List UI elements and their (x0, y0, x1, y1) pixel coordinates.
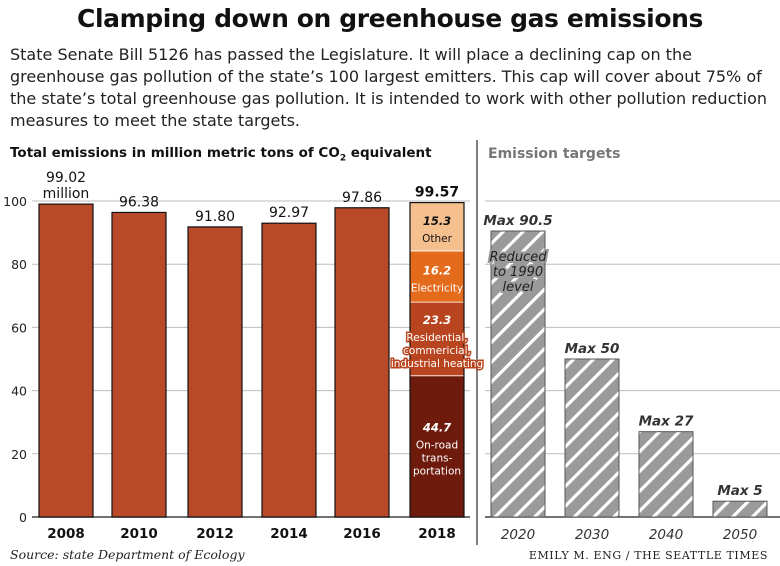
y-tick-label: 40 (11, 384, 27, 399)
stack-value-electricity: 16.2 (423, 264, 451, 278)
target-bar-2050 (712, 500, 768, 518)
target-annotation: to 1990 (493, 265, 543, 280)
stack-label-transportation: On-road (416, 439, 458, 451)
value-label-2012: 91.80 (195, 209, 235, 225)
x-tick-label-2010: 2010 (120, 526, 158, 542)
value-label-2014: 92.97 (269, 205, 309, 221)
x-tick-label-2008: 2008 (47, 526, 85, 542)
right-panel-title: Emission targets (488, 146, 621, 162)
target-label-2050: Max 5 (717, 483, 762, 499)
value-label-2016: 97.86 (342, 190, 382, 206)
y-tick-label: 0 (19, 510, 27, 525)
emissions-bar-2010 (111, 211, 167, 518)
stack-value-heating: 23.3 (423, 313, 451, 327)
stack-value-transportation: 44.7 (422, 420, 451, 434)
x-tick-label-2012: 2012 (196, 526, 234, 542)
emissions-bar-2008 (38, 203, 94, 518)
x-tick-label-2016: 2016 (343, 526, 381, 542)
stack-label-transportation: portation (413, 465, 461, 477)
left-panel-title: Total emissions in million metric tons o… (10, 145, 432, 164)
target-annotation: Reduced (490, 250, 548, 265)
target-label-2020: Max 90.5 (483, 213, 552, 229)
chart-title: Clamping down on greenhouse gas emission… (77, 4, 703, 33)
stack-label-other: Other (422, 233, 452, 245)
y-tick-label: 80 (11, 257, 27, 272)
stack-value-other: 15.3 (423, 214, 451, 228)
x-tick-label-2050: 2050 (723, 527, 757, 543)
credit-note: EMILY M. ENG / THE SEATTLE TIMES (528, 549, 768, 562)
left-title-subscript: 2 (339, 153, 347, 164)
target-bar-2030 (564, 358, 620, 518)
target-bar-2020 (490, 230, 546, 518)
value-unit-label: million (43, 186, 90, 202)
target-bar-2040 (638, 431, 694, 518)
source-note: Source: state Department of Ecology (10, 547, 245, 562)
stack-label-transportation: trans- (422, 452, 453, 464)
value-label-2018: 99.57 (415, 184, 459, 200)
emissions-bar-2014 (261, 222, 317, 518)
emissions-bar-2012 (187, 226, 243, 518)
target-label-2030: Max 50 (565, 341, 620, 357)
stack-label-heating: commericial, (403, 345, 471, 357)
stack-label-heating: Residential, (406, 332, 467, 344)
x-tick-label-2020: 2020 (501, 527, 535, 543)
value-label-2008: 99.02 (46, 170, 86, 186)
y-tick-label: 100 (3, 194, 27, 209)
stack-label-electricity: Electricity (411, 283, 463, 295)
emissions-bar-2016 (334, 207, 390, 518)
x-tick-label-2040: 2040 (649, 527, 683, 543)
y-tick-label: 60 (11, 320, 27, 335)
x-tick-label-2014: 2014 (270, 526, 308, 542)
value-label-2010: 96.38 (119, 194, 159, 210)
left-title-text: Total emissions in million metric tons o… (10, 145, 340, 161)
left-title-suffix: equivalent (346, 145, 432, 161)
x-tick-label-2018: 2018 (418, 526, 456, 542)
stack-segment-electricity (409, 250, 465, 303)
intro-text: State Senate Bill 5126 has passed the Le… (10, 45, 768, 130)
stack-label-heating: industrial heating (391, 358, 483, 370)
target-annotation: level (503, 280, 534, 295)
stack-outline-2018 (409, 201, 465, 518)
target-label-2040: Max 27 (639, 414, 694, 430)
x-tick-label-2030: 2030 (575, 527, 609, 543)
y-tick-label: 20 (11, 447, 27, 462)
